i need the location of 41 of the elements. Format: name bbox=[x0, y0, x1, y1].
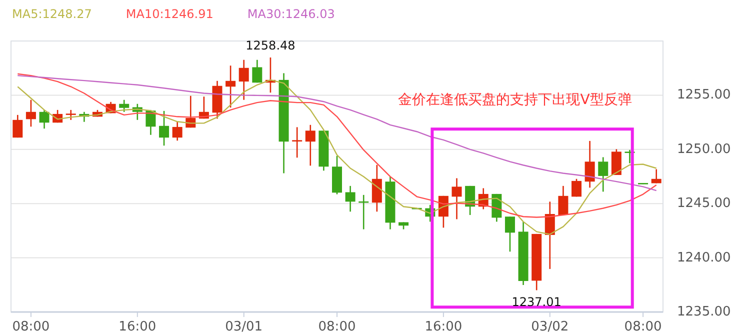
y-tick-label: 1250.00 bbox=[677, 142, 731, 157]
x-tick-label: 16:00 bbox=[118, 320, 156, 334]
y-tick-label: 1240.00 bbox=[677, 250, 731, 266]
candlestick bbox=[651, 168, 662, 184]
candlestick bbox=[119, 99, 130, 113]
candlestick bbox=[305, 124, 316, 166]
candlestick bbox=[226, 64, 236, 108]
candlestick bbox=[372, 164, 382, 212]
candlestick bbox=[238, 59, 249, 101]
candlestick bbox=[598, 156, 608, 192]
candlestick bbox=[252, 59, 262, 84]
x-tick-label: 03/01 bbox=[225, 320, 263, 334]
text: MA10:1246.91 bbox=[126, 7, 214, 21]
annotation: 1237.01 bbox=[512, 295, 562, 310]
candlestick bbox=[452, 178, 462, 220]
line-series bbox=[17, 74, 657, 192]
x-tick-label: 08:00 bbox=[318, 320, 356, 334]
text: MA30:1246.03 bbox=[247, 7, 335, 21]
candlestick bbox=[292, 126, 302, 158]
x-tick-label: 08:00 bbox=[624, 320, 662, 334]
candlestick bbox=[611, 148, 622, 176]
annotation: 1258.48 bbox=[246, 38, 296, 52]
candlestick bbox=[39, 109, 50, 130]
y-tick-label: 1255.00 bbox=[677, 88, 731, 103]
candlestick bbox=[572, 178, 582, 198]
candlestick bbox=[172, 121, 182, 142]
text: MA5:1248.27 bbox=[12, 7, 92, 21]
y-tick-label: 1235.00 bbox=[677, 304, 731, 320]
annotation: 金价在逢低买盘的支持下出现V型反弹 bbox=[398, 92, 632, 108]
candlestick bbox=[159, 110, 170, 146]
candlestick bbox=[504, 216, 515, 252]
y-tick-label: 1245.00 bbox=[677, 196, 731, 212]
candlestick bbox=[345, 185, 356, 212]
candlestick bbox=[558, 185, 568, 216]
x-tick-label: 16:00 bbox=[424, 320, 462, 334]
x-tick-label: 08:00 bbox=[12, 320, 50, 334]
candlestick bbox=[584, 140, 595, 188]
candlestick bbox=[12, 114, 23, 138]
x-tick-label: 03/02 bbox=[531, 320, 569, 334]
candlestick bbox=[66, 109, 76, 121]
candlestick bbox=[26, 99, 36, 128]
